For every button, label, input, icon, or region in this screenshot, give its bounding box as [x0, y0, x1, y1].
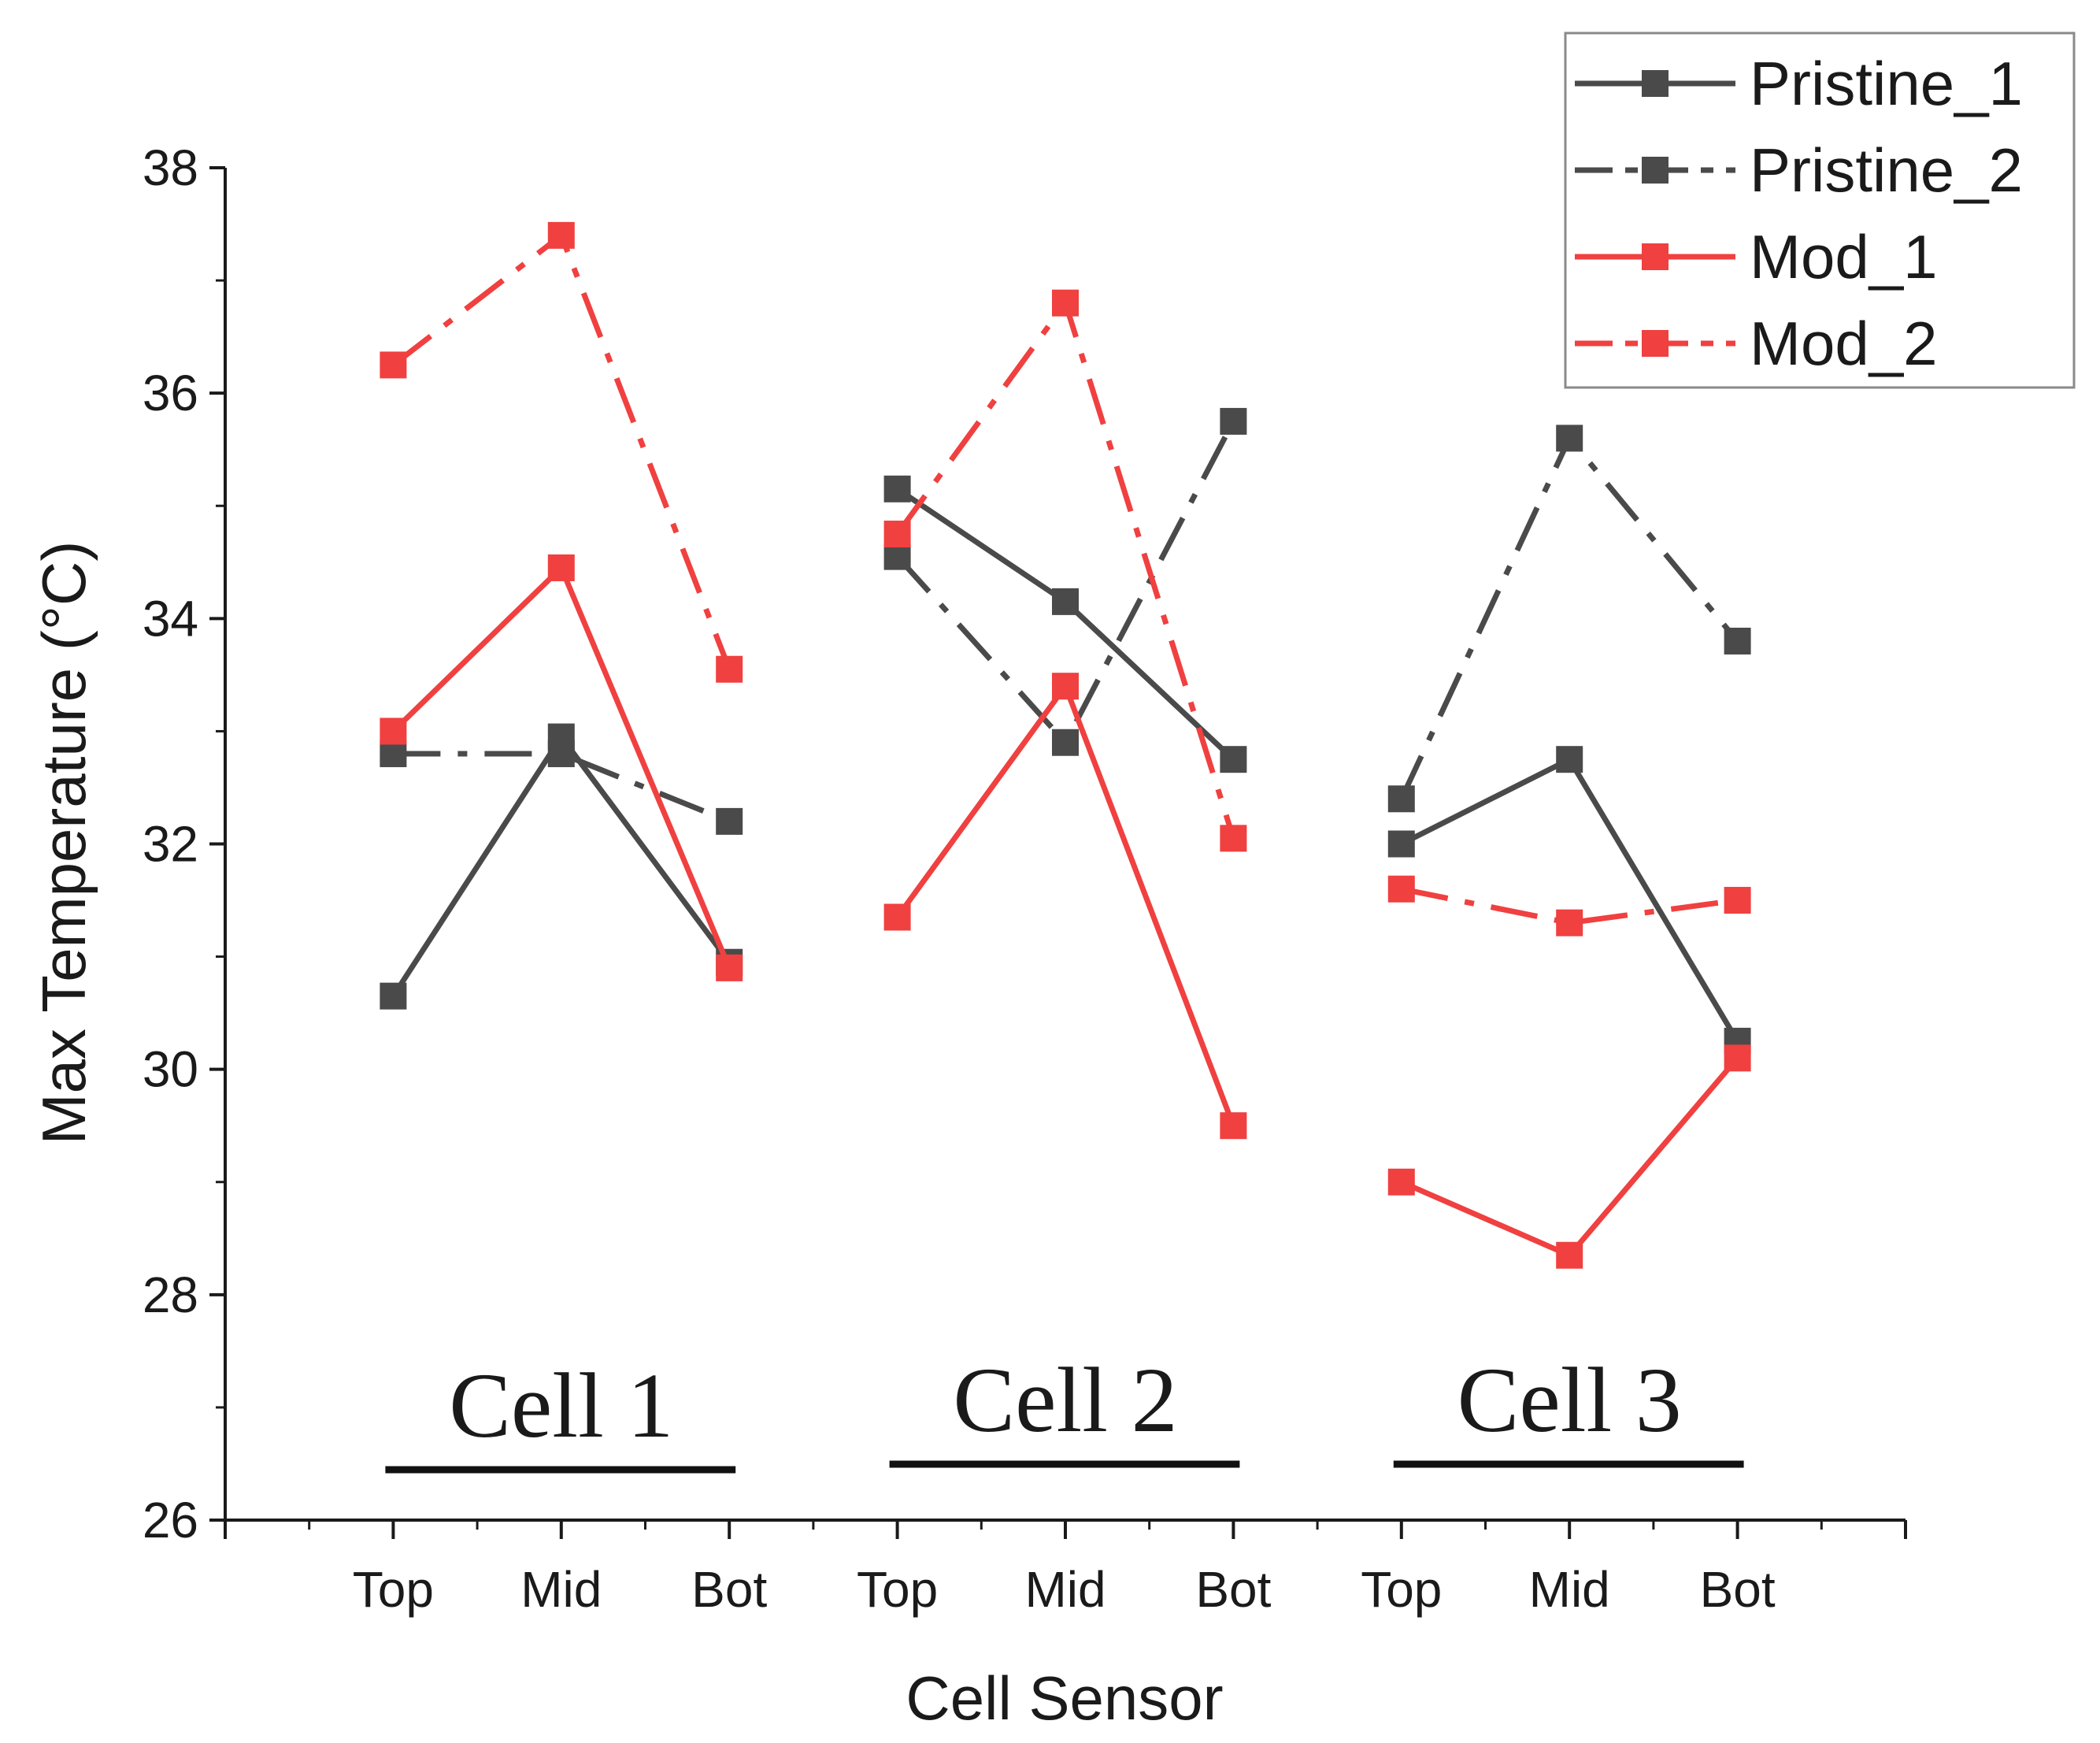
- series-mod-1: [380, 554, 1751, 1269]
- series-pristine-2: [380, 407, 1751, 835]
- legend-label: Mod_2: [1750, 309, 1938, 378]
- data-point: [883, 903, 911, 931]
- y-tick-label: 36: [143, 365, 198, 421]
- series-mod-2: [380, 221, 1751, 936]
- legend-label: Pristine_2: [1750, 135, 2023, 205]
- y-tick-label: 38: [143, 139, 198, 196]
- data-point: [1387, 830, 1415, 858]
- legend-swatch-marker: [1642, 70, 1669, 97]
- data-point: [1387, 875, 1415, 903]
- y-tick-label: 32: [143, 816, 198, 873]
- legend-label: Mod_1: [1750, 222, 1938, 291]
- x-tick-label: Mid: [1529, 1561, 1610, 1618]
- data-point: [547, 221, 575, 249]
- legend-swatch-marker: [1642, 157, 1669, 184]
- x-tick-label: Mid: [520, 1561, 602, 1618]
- data-point: [1052, 289, 1079, 317]
- data-point: [547, 740, 575, 768]
- axes: 26 28 30 32 34 36 38 Top Mid Bot Top Mid Bot Top Mid Bo…: [143, 139, 1907, 1618]
- data-point: [716, 954, 743, 981]
- y-tick-label: 34: [143, 590, 198, 647]
- data-point: [883, 475, 911, 503]
- data-point: [1052, 673, 1079, 700]
- series-pristine-1: [380, 475, 1751, 1055]
- legend-swatch-marker: [1642, 330, 1669, 357]
- data-point: [380, 718, 407, 745]
- x-axis-title: Cell Sensor: [906, 1663, 1223, 1733]
- data-point: [380, 740, 407, 768]
- data-point: [1556, 1241, 1583, 1269]
- data-point: [380, 982, 407, 1010]
- data-point: [1556, 746, 1583, 773]
- y-tick-label: 28: [143, 1266, 198, 1323]
- x-tick-label: Bot: [1195, 1561, 1271, 1618]
- cell-group-label: Cell 2: [953, 1348, 1177, 1452]
- cell-groups: Cell 1 Cell 2 Cell 3: [385, 1348, 1744, 1474]
- legend-label: Pristine_1: [1750, 49, 2023, 118]
- data-point: [1387, 1168, 1415, 1196]
- series-line-segment: [393, 751, 731, 825]
- data-point: [547, 554, 575, 581]
- y-axis-title: Max Temperature (°C): [29, 541, 98, 1145]
- x-tick-label: Top: [1361, 1561, 1442, 1618]
- data-point: [1724, 627, 1751, 655]
- data-point: [1052, 588, 1079, 615]
- x-tick-label: Bot: [1700, 1561, 1776, 1618]
- x-tick-label: Top: [353, 1561, 434, 1618]
- data-point: [380, 351, 407, 379]
- legend-swatch-marker: [1642, 243, 1669, 270]
- data-point: [1220, 746, 1247, 773]
- data-point: [1220, 825, 1247, 852]
- data-point: [1556, 909, 1583, 936]
- data-point: [1052, 729, 1079, 756]
- data-point: [716, 655, 743, 683]
- data-point: [1387, 785, 1415, 813]
- series-layer: [380, 221, 1751, 1269]
- data-point: [1220, 1112, 1247, 1140]
- cell-group-label: Cell 3: [1457, 1348, 1682, 1452]
- x-tick-label: Mid: [1024, 1561, 1106, 1618]
- cell-group-label: Cell 1: [449, 1354, 673, 1457]
- y-tick-label: 26: [143, 1492, 198, 1548]
- x-tick-label: Bot: [691, 1561, 767, 1618]
- legend: Pristine_1 Pristine_2 Mod_1 Mod_2: [1564, 32, 2076, 389]
- data-point: [883, 543, 911, 570]
- data-point: [716, 807, 743, 835]
- data-point: [1220, 407, 1247, 435]
- data-point: [1724, 887, 1751, 914]
- series-line-segment: [1401, 886, 1739, 926]
- x-tick-label: Top: [857, 1561, 938, 1618]
- data-point: [1724, 1044, 1751, 1072]
- y-tick-label: 30: [143, 1041, 198, 1098]
- data-point: [1556, 425, 1583, 452]
- data-point: [883, 521, 911, 548]
